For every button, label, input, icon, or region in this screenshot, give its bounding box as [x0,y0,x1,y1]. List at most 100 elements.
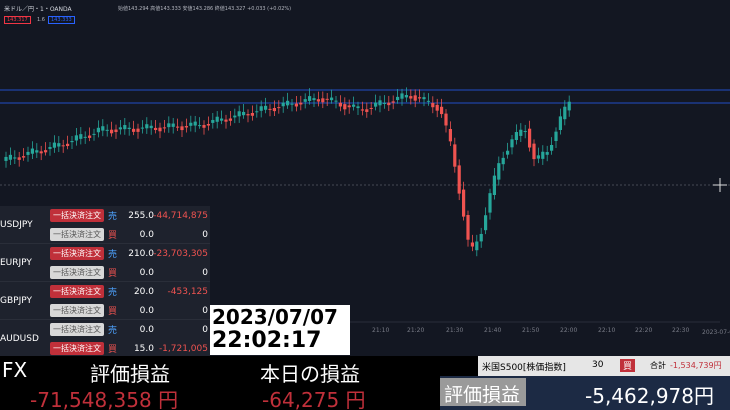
candle-body [391,101,395,103]
candle-body [220,118,224,121]
quantity: 0.0 [139,305,154,316]
side: 買 [108,345,118,355]
candle-body [35,150,39,153]
candle-body [308,96,312,101]
candle-body [563,106,567,120]
candle-body [145,124,149,129]
quantity: 0.0 [139,267,154,278]
candle-body [479,233,483,242]
time-label: 22:10 [598,327,616,334]
today-label: 本日の損益 [260,362,360,386]
candle-body [13,157,17,159]
candle-body [352,104,356,107]
close-all-button[interactable]: 一括決済注文 [50,304,104,317]
close-all-button[interactable]: 一括決済注文 [50,228,104,241]
candle-body [149,125,153,129]
pair-name: USDJPY [0,220,33,230]
close-all-button[interactable]: 一括決済注文 [50,209,104,222]
candle-body [409,96,413,99]
side: 売 [108,250,118,260]
candle-body [558,116,562,130]
side: 売 [108,326,118,336]
candle-body [501,157,505,165]
close-all-button[interactable]: 一括決済注文 [50,247,104,260]
quantity: 20.0 [133,286,154,297]
candle-body [176,126,180,128]
candle-body [264,105,268,110]
time-label: 22:20 [635,327,653,334]
candle-body [79,134,83,139]
pnl: -1,721,005 [158,343,208,354]
candle-body [215,116,219,122]
positions-table: USDJPY 一括決済注文売 255.0 -44,714,875 一括決済注文買 0.0 0… [0,206,210,358]
candle-body [541,151,545,159]
candle-body [457,165,461,194]
candle-body [281,102,285,107]
candle-body [514,132,518,140]
candle-body [374,102,378,107]
candle-body [369,107,373,109]
candle-body [334,100,338,102]
candle-body [356,106,360,109]
candle-body [382,102,386,104]
pnl: 0 [202,324,208,335]
candle-body [330,97,334,101]
candle-body [523,131,527,133]
candle-body [343,104,347,110]
candle-body [206,124,210,126]
total-label: 合計 [650,361,666,370]
candle-body [290,103,294,105]
timestamp-overlay: 2023/07/07 22:02:17 [210,305,350,355]
candle-body [52,142,56,148]
candle-body [123,125,127,130]
candle-body [316,99,320,102]
candle-body [242,111,246,116]
close-all-button[interactable]: 一括決済注文 [50,285,104,298]
time-label: 2023-07-07 (金 [702,329,730,336]
pair-name: AUDUSD [0,334,39,344]
row-separator [0,319,210,320]
candle-body [475,241,479,251]
row-separator [0,281,210,282]
candle-body [413,95,417,101]
pnl: 0 [202,229,208,240]
time: 22:02:17 [212,328,322,353]
fx-label: FX [2,358,28,382]
candle-body [228,118,232,121]
candle-body [550,144,554,151]
candle-body [250,113,254,116]
time-label: 21:20 [407,327,425,334]
candle-body [277,107,281,109]
candle-body [118,127,122,130]
index-unrealized-value: -5,462,978円 [585,384,715,408]
candle-body [17,157,21,160]
candle-body [532,143,536,160]
close-all-button[interactable]: 一括決済注文 [50,323,104,336]
candle-body [167,123,171,128]
buy-price[interactable]: 143.333 [48,16,75,24]
time-label: 21:10 [372,327,390,334]
candle-body [360,109,364,111]
pair-name: GBPJPY [0,296,32,306]
candle-body [83,136,87,138]
candle-body [184,126,188,128]
candle-body [418,97,422,99]
side: 売 [108,212,118,222]
index-unrealized-label: 評価損益 [444,384,521,406]
candle-body [484,215,488,231]
pair-name: EURJPY [0,258,32,268]
close-all-button[interactable]: 一括決済注文 [50,342,104,355]
candle-body [255,111,259,113]
candle-body [347,105,351,108]
time-label: 22:30 [672,327,690,334]
candle-body [268,108,272,110]
close-all-button[interactable]: 一括決済注文 [50,266,104,279]
side: 売 [108,288,118,298]
sell-price[interactable]: 143.317 [4,16,31,24]
candle-body [162,127,166,129]
total-value: -1,534,739円 [670,361,722,370]
today-value: -64,275 円 [262,388,366,410]
candle-body [567,101,571,111]
candle-body [431,102,435,108]
